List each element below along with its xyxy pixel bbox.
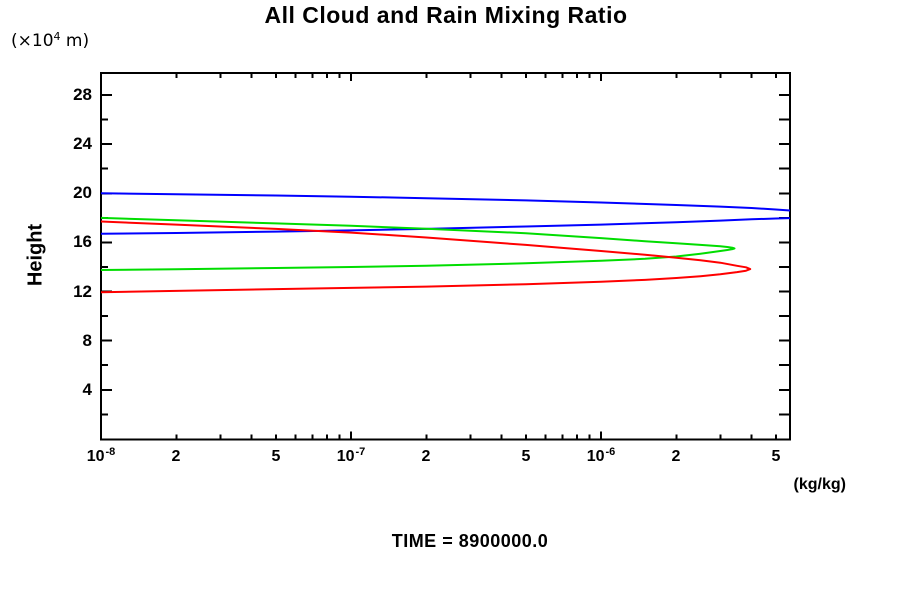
x-tick-label: 2 bbox=[672, 448, 681, 466]
x-tick-base: 5 bbox=[771, 448, 781, 465]
axis-ticks bbox=[101, 73, 790, 440]
green-curve bbox=[101, 216, 736, 271]
plot-frame bbox=[100, 72, 791, 441]
blue-curve bbox=[101, 192, 790, 235]
time-label: TIME = 8900000.0 bbox=[391, 531, 549, 551]
x-tick-base: 10 bbox=[336, 448, 355, 465]
x-tick-label: 5 bbox=[772, 448, 781, 466]
x-tick-base: 2 bbox=[171, 448, 181, 465]
y-tick-label: 4 bbox=[82, 380, 92, 399]
x-tick-base: 10 bbox=[86, 448, 105, 465]
y-unit-suffix: m) bbox=[60, 31, 90, 51]
x-axis-unit-label: (kg/kg) bbox=[793, 476, 846, 493]
x-tick-base: 5 bbox=[521, 448, 531, 465]
x-tick-exponent: -8 bbox=[105, 446, 116, 458]
y-unit-base: (×10 bbox=[11, 31, 54, 51]
x-tick-label: 2 bbox=[422, 448, 431, 466]
chart-title: All Cloud and Rain Mixing Ratio bbox=[264, 2, 628, 28]
x-tick-label: 10-7 bbox=[336, 446, 366, 466]
x-tick-base: 5 bbox=[271, 448, 281, 465]
y-tick-label: 24 bbox=[73, 134, 92, 153]
x-tick-base: 2 bbox=[421, 448, 431, 465]
x-tick-label: 5 bbox=[272, 448, 281, 466]
y-tick-label: 28 bbox=[73, 85, 92, 104]
y-unit-exponent: 4 bbox=[53, 30, 61, 43]
x-tick-exponent: -7 bbox=[355, 446, 366, 458]
y-tick-label: 12 bbox=[73, 282, 92, 301]
y-axis-title: Height bbox=[24, 223, 47, 287]
y-tick-label: 16 bbox=[73, 232, 92, 251]
x-tick-label: 10-6 bbox=[586, 446, 616, 466]
x-tick-label: 10-8 bbox=[86, 446, 116, 466]
y-axis-unit-label: (×104 m) bbox=[11, 30, 90, 51]
red-curve bbox=[101, 220, 752, 294]
y-tick-label: 8 bbox=[82, 331, 92, 350]
x-tick-label: 2 bbox=[172, 448, 181, 466]
x-tick-base: 2 bbox=[671, 448, 681, 465]
x-tick-label: 5 bbox=[522, 448, 531, 466]
x-tick-exponent: -6 bbox=[605, 446, 616, 458]
x-tick-base: 10 bbox=[586, 448, 605, 465]
y-tick-label: 20 bbox=[73, 183, 92, 202]
